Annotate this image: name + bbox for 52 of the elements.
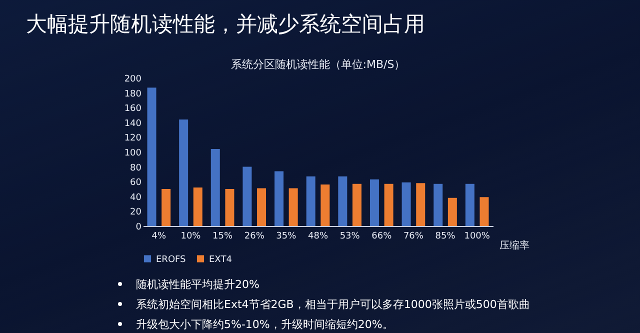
bar (274, 171, 284, 226)
x-axis-title: 压缩率 (500, 240, 530, 252)
bar (179, 119, 188, 226)
chart-subtitle: 系统分区随机读性能（单位:MB/S） (230, 58, 406, 71)
y-tick-label: 180 (124, 89, 142, 100)
y-tick-label: 120 (124, 134, 142, 144)
x-tick-label: 26% (244, 232, 265, 242)
y-tick-label: 200 (124, 74, 142, 84)
x-tick-label: 4% (152, 232, 166, 242)
bar (338, 176, 348, 226)
bar (370, 179, 379, 226)
bar (480, 197, 489, 226)
bar (288, 188, 298, 226)
bar (402, 182, 411, 226)
bar (242, 166, 252, 226)
y-tick-label: 80 (130, 163, 142, 174)
y-tick-label: 160 (124, 104, 142, 114)
x-tick-label: 35% (276, 232, 297, 242)
y-tick-label: 140 (124, 118, 142, 129)
legend-label: EXT4 (209, 254, 232, 265)
y-tick-label: 40 (130, 192, 142, 203)
x-tick-label: 10% (180, 232, 202, 242)
bar (257, 188, 266, 226)
text: 随机读性能平均提升20% (136, 276, 260, 292)
x-tick-label: 100% (464, 232, 490, 242)
chart-title: 大幅提升随机读性能，并减少系统空间占用 (26, 11, 425, 38)
bar (448, 198, 457, 226)
x-tick-label: 85% (435, 232, 456, 242)
y-tick-label: 20 (130, 208, 142, 218)
bar (416, 183, 426, 226)
bar (225, 189, 234, 226)
y-tick-label: 0 (136, 222, 142, 232)
text: 系统初始空间相比Ext4节省2GB，相当于用户可以多存1000张照片或500首歌曲 (136, 296, 530, 312)
bar (210, 149, 220, 226)
bar (352, 184, 362, 226)
bar (162, 189, 171, 226)
bar (434, 184, 443, 226)
x-tick-label: 66% (372, 232, 392, 242)
x-tick-label: 53% (340, 232, 360, 242)
legend-label: EROFS (156, 254, 186, 265)
bar (193, 188, 202, 226)
bar (384, 184, 394, 226)
x-tick-label: 15% (212, 232, 233, 242)
y-tick-label: 60 (130, 178, 142, 188)
x-tick-label: 76% (403, 232, 424, 242)
bar (320, 184, 330, 226)
bar (306, 176, 316, 226)
y-tick-label: 100 (124, 148, 142, 158)
bar (147, 88, 156, 226)
x-tick-label: 48% (308, 232, 328, 242)
bar (465, 184, 474, 226)
text: 升级包大小下降约5%-10%，升级时间缩短约20%。 (136, 316, 394, 332)
